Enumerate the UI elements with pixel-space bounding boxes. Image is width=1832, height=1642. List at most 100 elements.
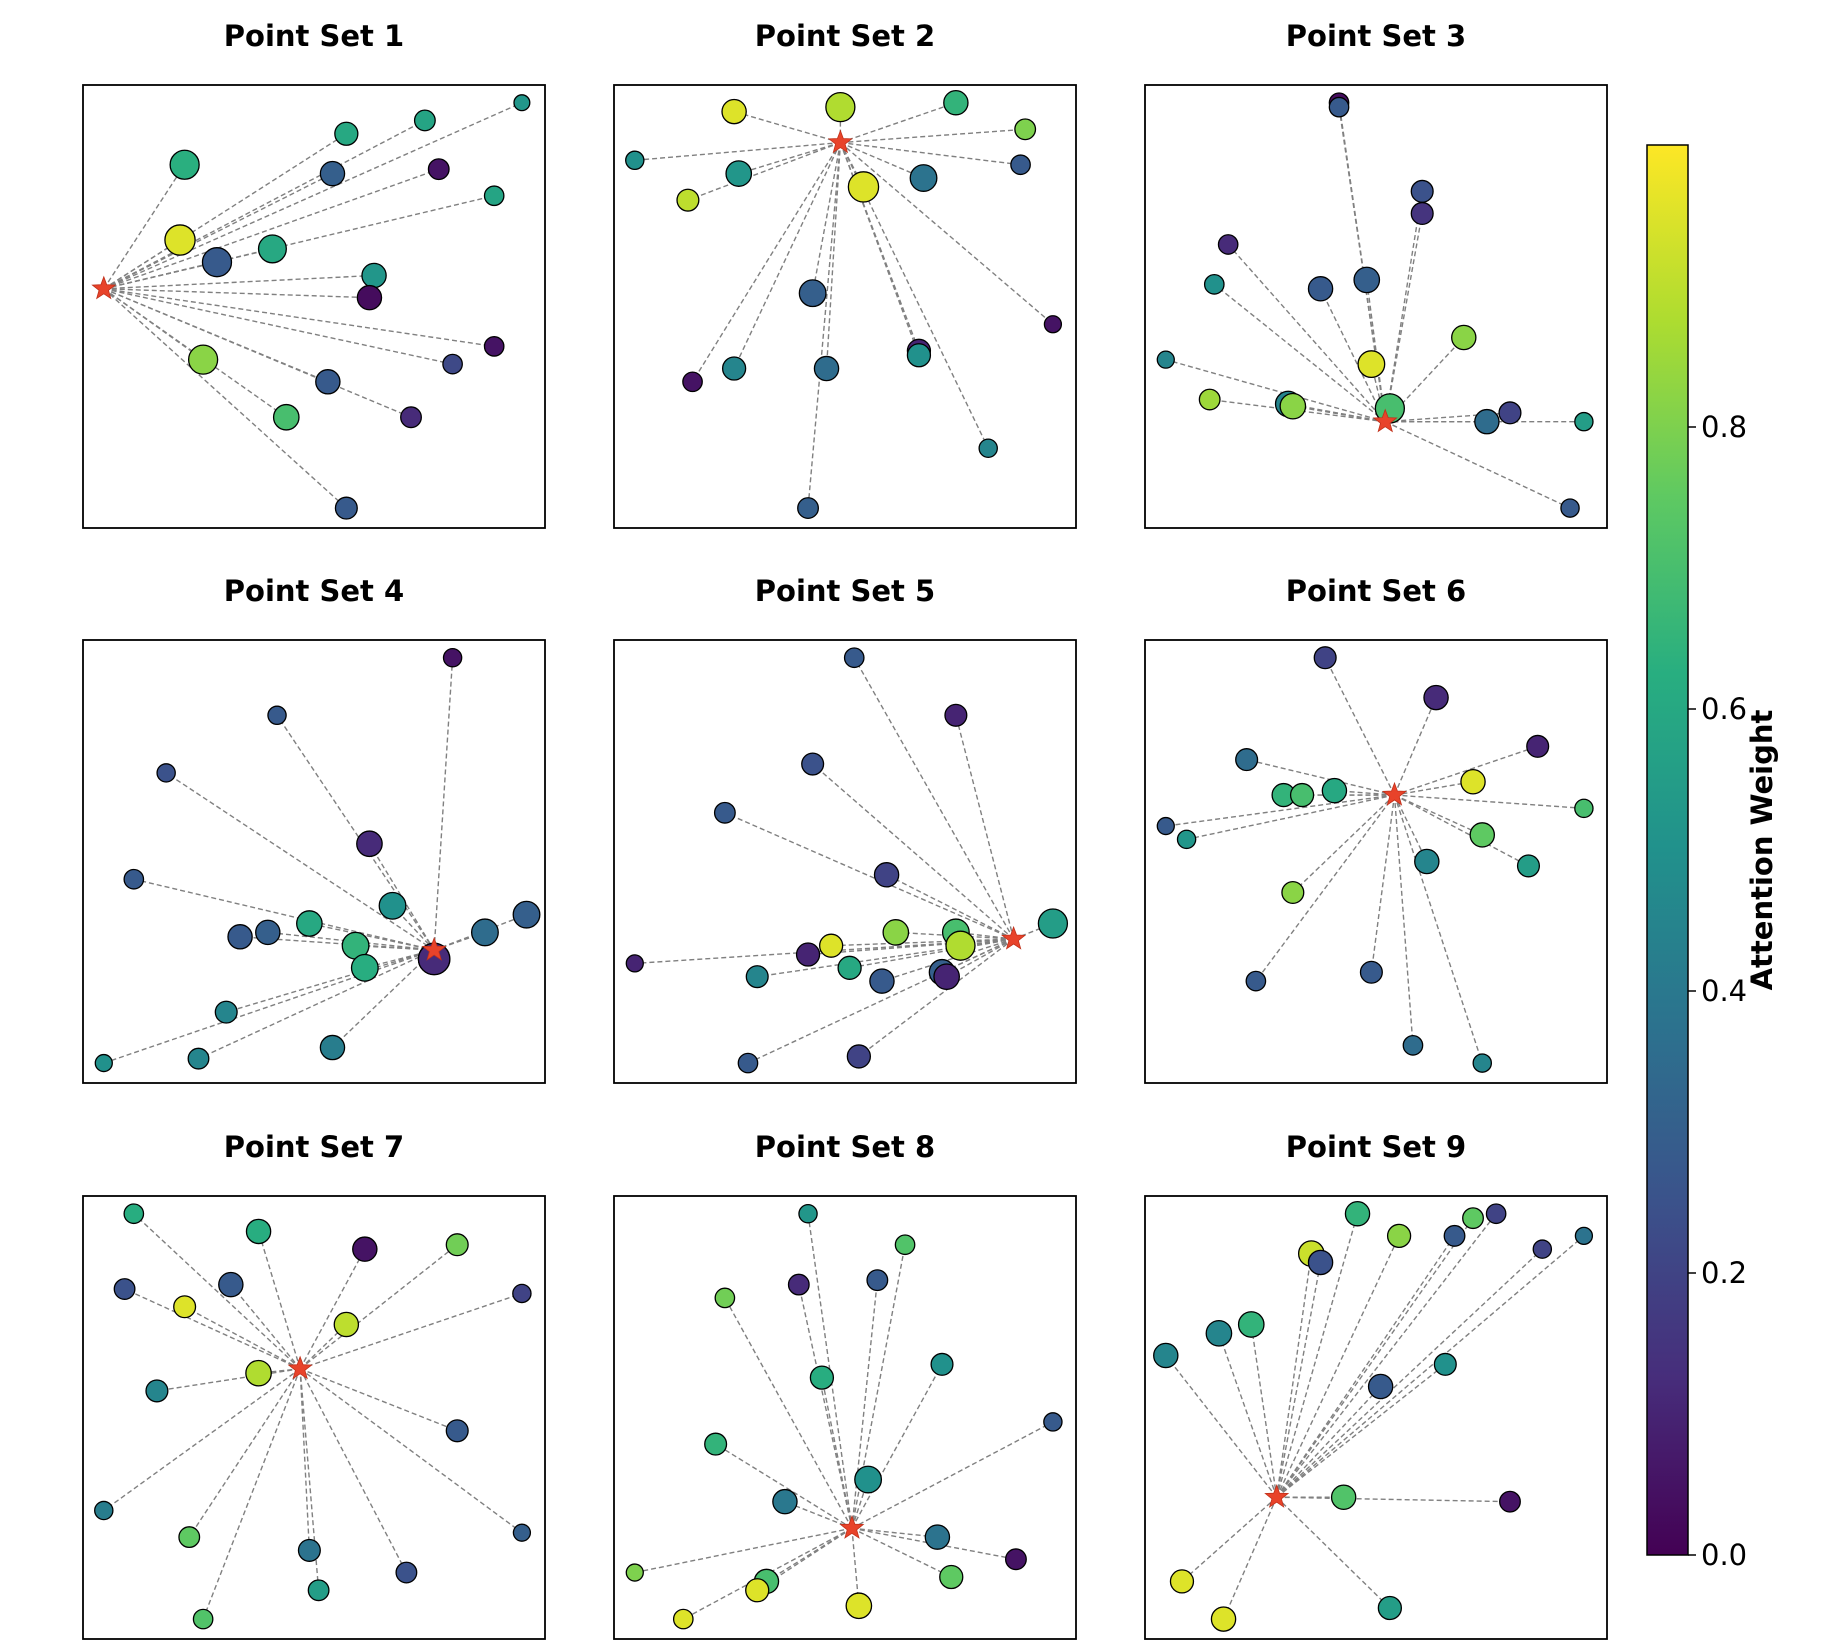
data-point (1205, 1319, 1233, 1347)
panel-title: Point Set 2 (755, 19, 935, 53)
data-point (713, 801, 736, 824)
data-point (1043, 1412, 1063, 1432)
data-point (356, 830, 383, 858)
data-point (1279, 392, 1307, 420)
plot-frame (82, 84, 546, 529)
connection-line (821, 1377, 853, 1529)
panel-title: Point Set 6 (1286, 574, 1466, 608)
connection-line (299, 1368, 458, 1432)
panel-title: Point Set 3 (1286, 19, 1466, 53)
connection-lines (634, 1213, 1054, 1620)
data-point (334, 496, 358, 520)
data-point (825, 92, 856, 123)
plot-frame (613, 639, 1077, 1084)
panel-title: Point Set 5 (755, 574, 935, 608)
data-point (1328, 96, 1350, 118)
data-point (361, 262, 387, 289)
connection-line (299, 1248, 366, 1370)
points (625, 647, 1069, 1074)
data-point (1210, 1606, 1237, 1632)
connection-line (839, 142, 920, 356)
points (625, 1203, 1063, 1630)
query-star-marker (421, 936, 447, 961)
connection-line (840, 141, 924, 179)
connection-line (691, 142, 841, 383)
points (94, 647, 541, 1073)
panel-title: Point Set 1 (224, 19, 404, 53)
data-point (483, 185, 505, 207)
connection-line (840, 141, 1021, 166)
plot-frame (613, 84, 1077, 529)
points (625, 89, 1063, 520)
connection-line (103, 168, 439, 290)
data-point (1281, 880, 1305, 905)
connection-line (1324, 657, 1396, 796)
connection-line (165, 772, 435, 951)
data-point (400, 406, 422, 429)
data-point (978, 438, 998, 459)
data-point (818, 933, 844, 958)
connection-line (1276, 1496, 1391, 1609)
data-point (933, 963, 960, 991)
data-point (1237, 1311, 1265, 1338)
data-point (813, 355, 840, 382)
data-point (1574, 411, 1594, 432)
data-point (845, 1592, 873, 1620)
connection-line (1276, 1386, 1382, 1498)
connection-line (1276, 1235, 1400, 1498)
connection-line (1370, 794, 1396, 973)
data-point (192, 1608, 214, 1630)
colorbar-gradient (1646, 144, 1689, 1556)
data-point (297, 1538, 321, 1562)
data-point (772, 1488, 798, 1515)
panel-4: Point Set 4 (82, 574, 546, 1084)
data-point (512, 1523, 532, 1542)
data-point (894, 1234, 916, 1256)
data-point (939, 1564, 964, 1590)
data-point (245, 1359, 272, 1387)
colorbar-tick-label: 0.8 (1701, 410, 1747, 444)
points (164, 94, 531, 520)
connection-line (1250, 1324, 1278, 1498)
connection-line (1276, 1213, 1497, 1498)
connection-line (831, 938, 1014, 947)
data-point (1451, 324, 1477, 351)
connection-line (851, 1280, 879, 1529)
connection-line (825, 142, 842, 369)
data-point (1414, 848, 1440, 875)
connection-line (1393, 794, 1428, 862)
connection-line (188, 1368, 301, 1538)
colorbar-tick-label: 0.4 (1701, 974, 1747, 1008)
connection-line (1165, 358, 1386, 423)
data-point (801, 752, 825, 776)
data-point (1359, 960, 1383, 984)
connection-line (1276, 1248, 1543, 1498)
data-point (512, 900, 541, 929)
connection-line (124, 1288, 301, 1370)
connection-line (798, 1284, 853, 1529)
data-point (672, 1608, 694, 1630)
panel-7: Point Set 7 (82, 1130, 546, 1640)
data-point (307, 1579, 330, 1602)
data-point (1217, 234, 1239, 255)
query-star-marker (1264, 1484, 1290, 1508)
panel-title: Point Set 9 (1286, 1130, 1466, 1164)
data-point (1560, 498, 1580, 518)
panels-group: Point Set 1 Point Set 2 Point Set 3 Point S… (82, 19, 1608, 1640)
panel-2: Point Set 2 (613, 19, 1077, 529)
data-point (809, 1365, 835, 1390)
data-point (737, 1052, 759, 1074)
connection-line (1393, 794, 1483, 1064)
connection-line (807, 142, 842, 509)
data-point (1574, 798, 1594, 819)
data-point (945, 930, 976, 961)
connection-line (1394, 794, 1529, 867)
data-point (625, 1563, 644, 1582)
connection-line (634, 141, 841, 162)
data-point (1198, 388, 1221, 411)
data-point (512, 1283, 532, 1304)
connection-line (738, 141, 841, 175)
data-point (1307, 276, 1334, 302)
connection-line (840, 128, 1026, 144)
